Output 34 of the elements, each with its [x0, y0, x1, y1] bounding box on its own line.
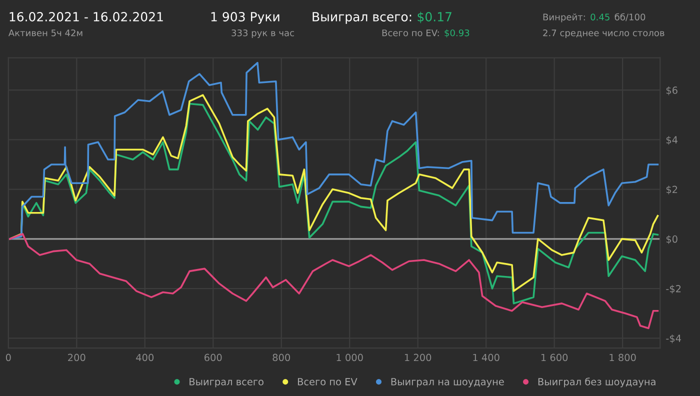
text: 1 903 Руки: [211, 12, 280, 24]
x-tick-label: 400: [136, 354, 154, 362]
y-tick-label: $2: [666, 186, 678, 194]
y-tick-label: -$4: [666, 334, 681, 344]
y-tick-label: $6: [666, 86, 678, 96]
x-tick-label: 1 800: [610, 354, 636, 362]
y-tick-label: $0: [666, 235, 678, 244]
text: 333 рук в час: [232, 29, 294, 38]
text: 2.7 среднее число столов: [543, 29, 664, 38]
text: 0.45: [590, 14, 610, 20]
chart-subtitle: Активен 5ч 42м: [8, 29, 82, 36]
x-tick-label: 1 600: [541, 354, 568, 362]
x-tick-label: 1 200: [404, 354, 432, 362]
y-tick-label: -$2: [666, 284, 681, 294]
text: $0.93: [444, 29, 470, 38]
legend-label: Выиграл на шоудауне: [391, 378, 504, 388]
legend-label: Выиграл без шоудауна: [538, 378, 656, 388]
x-tick-label: 1 400: [473, 354, 500, 362]
text: Выиграл всего:: [312, 12, 412, 24]
text: $0.17: [418, 12, 452, 24]
chart-title: 16.02.2021 - 16.02.2021: [10, 12, 163, 22]
x-tick-label: 1 000: [336, 354, 363, 362]
x-tick-label: 0: [6, 354, 11, 362]
y-tick-label: $4: [666, 136, 678, 145]
line-series: [8, 233, 659, 330]
text: Винрейт:: [543, 13, 585, 22]
text: Всего по EV:: [382, 30, 439, 36]
legend-label: Выиграл всего: [190, 378, 264, 388]
text: бб/100: [614, 13, 646, 22]
legend-label: Всего по EV: [298, 378, 358, 386]
x-tick-label: 200: [68, 354, 86, 362]
x-tick-label: 600: [204, 354, 222, 362]
line-series: [8, 62, 659, 240]
x-tick-label: 800: [272, 354, 290, 362]
